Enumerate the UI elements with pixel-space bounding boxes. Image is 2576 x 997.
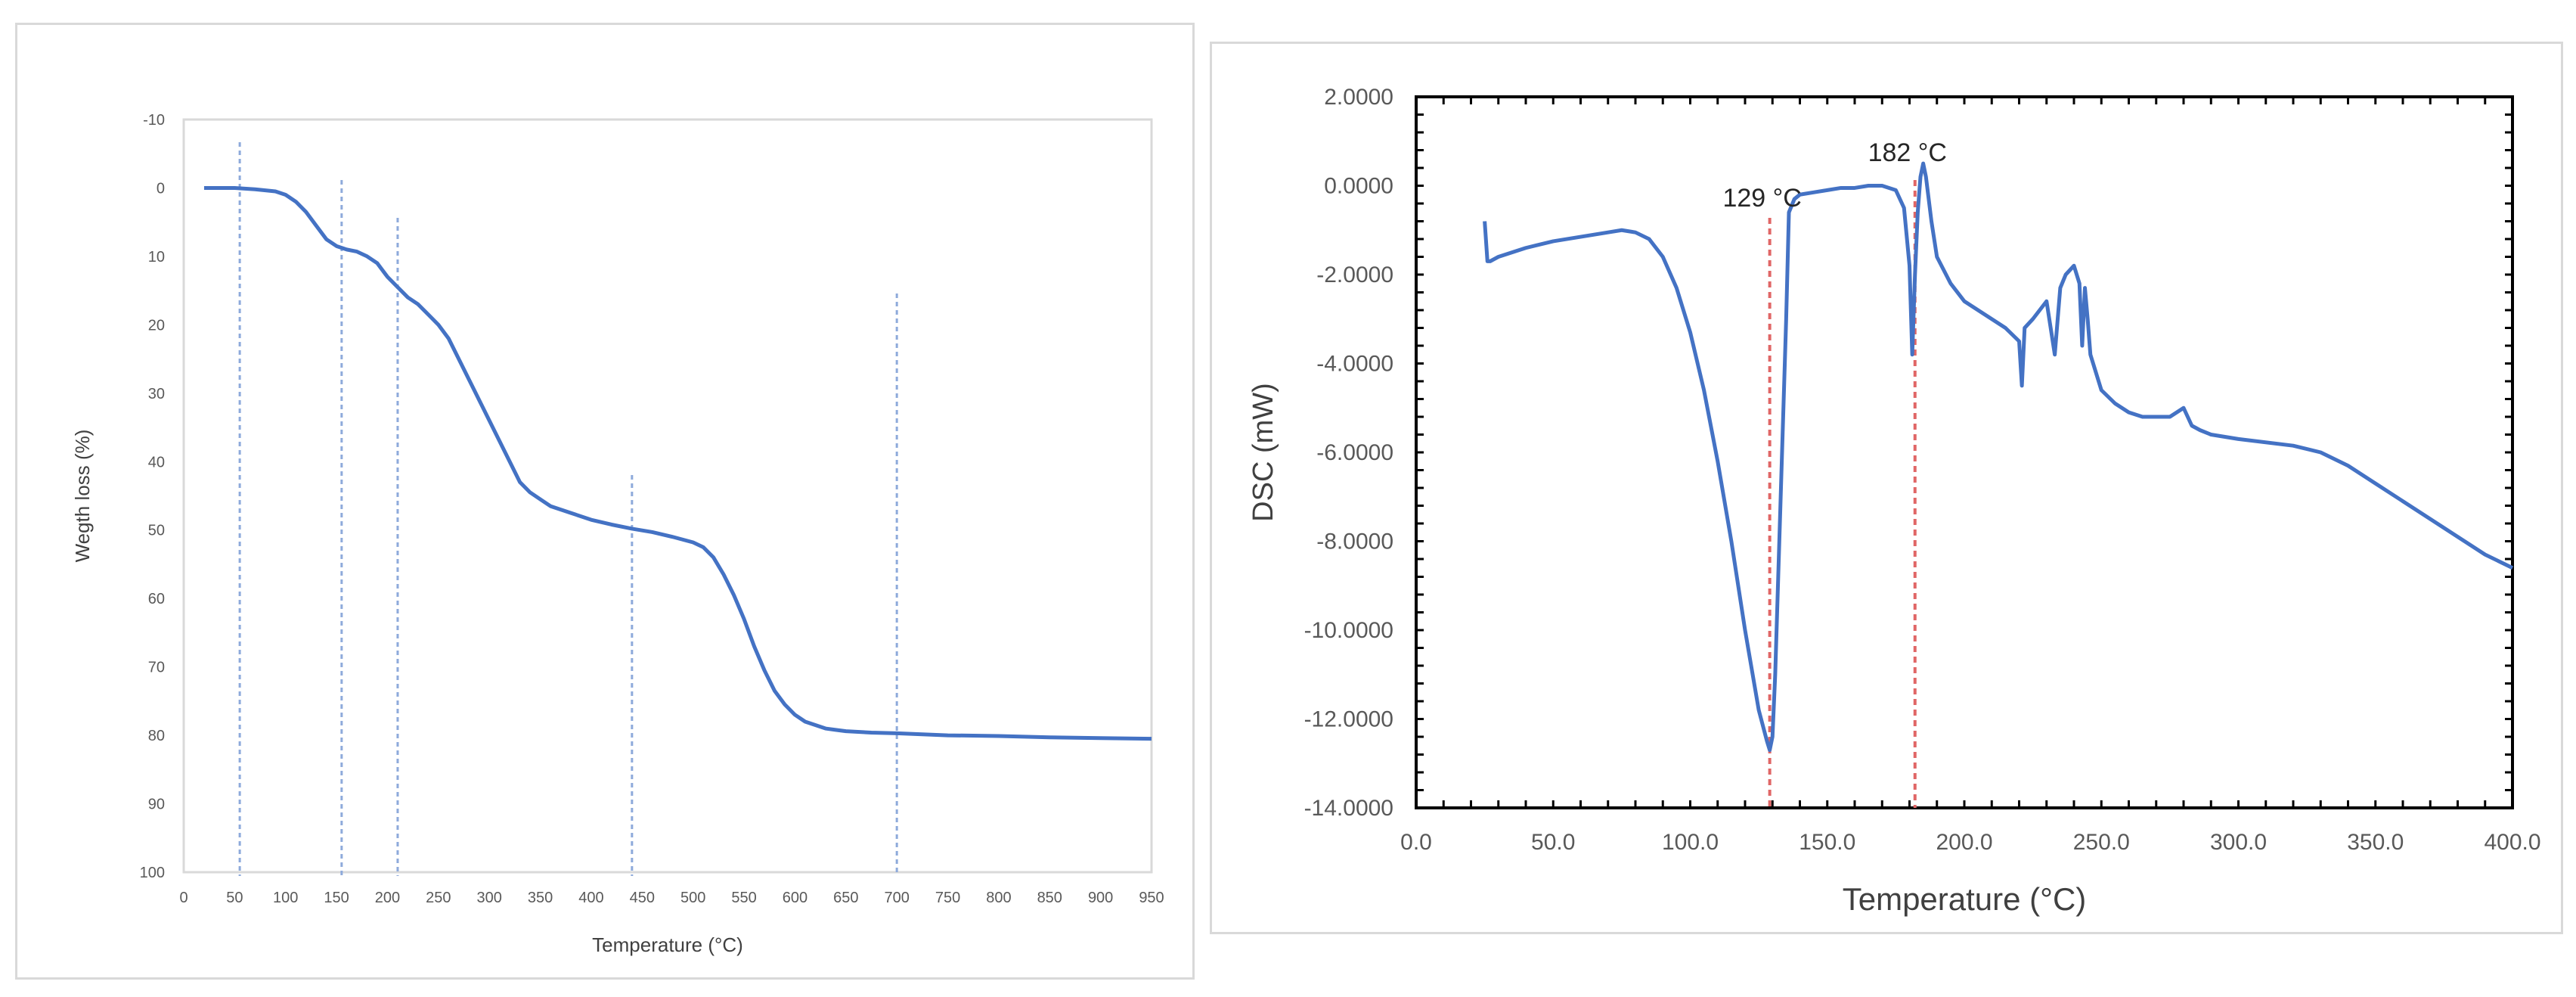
y-tick-label: -2.0000 — [1316, 262, 1393, 287]
x-tick-label: 450 — [630, 890, 655, 906]
x-tick-label: 300.0 — [2210, 830, 2267, 855]
x-tick-label: 700 — [884, 890, 909, 906]
x-tick-label: 850 — [1037, 890, 1062, 906]
x-tick-label: 400 — [578, 890, 603, 906]
x-tick-label: 250 — [426, 890, 451, 906]
peak-annotation: 129 °C — [1722, 184, 1801, 213]
y-tick-label: 40 — [148, 454, 165, 471]
x-axis-title: Temperature (°C) — [592, 933, 743, 956]
dsc-curve — [1483, 161, 2514, 753]
peak-annotation: 182 °C — [1868, 138, 1947, 167]
y-tick-label: 90 — [148, 797, 165, 813]
x-axis-title: Temperature (°C) — [1843, 881, 2087, 917]
x-tick-label: 350.0 — [2347, 830, 2404, 855]
y-tick-label: 50 — [148, 523, 165, 539]
x-tick-label: 600 — [783, 890, 808, 906]
dsc-chart-panel: 2.0000 0.0000 -2.0000 -4.0000 -6.0000 -8.0000… — [1210, 42, 2563, 934]
y-axis-title: DSC (mW) — [1248, 383, 1279, 522]
x-tick-label: 150 — [324, 890, 349, 906]
y-tick-label: -10 — [143, 112, 165, 129]
y-tick-label: -4.0000 — [1316, 352, 1393, 377]
x-tick-label: 100 — [273, 890, 298, 906]
tga-chart: -10 0 10 20 30 40 50 60 70 80 90 100 0 50 100 150 200 250… — [71, 112, 1164, 956]
x-tick-label: 0.0 — [1400, 830, 1432, 855]
x-tick-label: 400.0 — [2484, 830, 2540, 855]
x-tick-label: 300 — [477, 890, 502, 906]
y-tick-label: -8.0000 — [1316, 530, 1393, 554]
y-tick-label: 0.0000 — [1324, 174, 1393, 199]
x-tick-label: 950 — [1139, 890, 1164, 906]
tga-chart-panel: -10 0 10 20 30 40 50 60 70 80 90 100 0 50 100 150 200 250… — [15, 23, 1195, 980]
y-tick-label: 10 — [148, 249, 165, 266]
y-tick-label: -10.0000 — [1304, 618, 1393, 643]
x-tick-label: 0 — [179, 890, 188, 906]
x-tick-label: 150.0 — [1799, 830, 1855, 855]
x-tick-label: 100.0 — [1662, 830, 1719, 855]
y-tick-label: 80 — [148, 728, 165, 744]
y-tick-label: 2.0000 — [1324, 85, 1393, 110]
x-tick-label: 550 — [731, 890, 756, 906]
y-tick-label: 100 — [140, 865, 165, 881]
y-tick-label: 70 — [148, 660, 165, 676]
x-tick-label: 50 — [226, 890, 243, 906]
x-tick-label: 200 — [375, 890, 400, 906]
y-tick-label: -6.0000 — [1316, 440, 1393, 465]
y-tick-label: -12.0000 — [1304, 707, 1393, 732]
x-tick-label: 900 — [1088, 890, 1113, 906]
x-tick-label: 500 — [680, 890, 705, 906]
y-tick-label: -14.0000 — [1304, 796, 1393, 821]
plot-area-border — [182, 118, 1153, 874]
x-tick-label: 250.0 — [2073, 830, 2130, 855]
y-tick-label: 0 — [157, 180, 165, 197]
y-tick-label: 30 — [148, 386, 165, 402]
dsc-chart: 2.0000 0.0000 -2.0000 -4.0000 -6.0000 -8.0000… — [1248, 85, 2541, 917]
x-tick-label: 650 — [833, 890, 858, 906]
y-axis-title: Wegth loss (%) — [71, 430, 94, 563]
x-tick-label: 800 — [986, 890, 1011, 906]
y-tick-label: 20 — [148, 317, 165, 334]
x-tick-label: 750 — [935, 890, 960, 906]
x-tick-label: 350 — [528, 890, 553, 906]
y-tick-label: 60 — [148, 591, 165, 607]
x-tick-label: 50.0 — [1531, 830, 1575, 855]
plot-area-border — [1415, 95, 2514, 809]
weight-loss-curve — [203, 185, 1152, 741]
x-tick-label: 200.0 — [1936, 830, 1992, 855]
